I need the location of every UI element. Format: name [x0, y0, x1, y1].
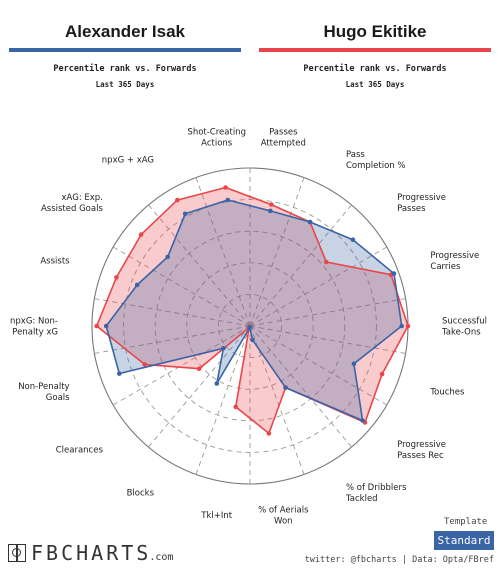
player1-subtitle: Percentile rank vs. Forwards — [53, 64, 197, 74]
axis-label: Touches — [429, 388, 465, 398]
series-point-1 — [307, 219, 313, 225]
template-standard-button[interactable]: Standard — [434, 531, 494, 550]
player2-name: Hugo Ekitike — [323, 22, 427, 41]
axis-label: xAG: Exp. Assisted Goals — [41, 193, 103, 214]
logo-text: FBCHARTS — [31, 541, 152, 565]
series-point-1 — [214, 381, 220, 386]
series-point-2 — [405, 323, 411, 329]
axis-label: Progressive Carries — [430, 251, 479, 272]
series-point-1 — [247, 325, 252, 330]
axis-label: % of Aerials Won — [258, 506, 309, 527]
axis-label: npxG + xAG — [102, 156, 154, 166]
series-point-1 — [391, 271, 397, 276]
logo-suffix: .com — [149, 551, 174, 563]
player1-name: Alexander Isak — [64, 22, 185, 41]
series-point-2 — [175, 197, 180, 203]
axis-label: Shot-Creating Actions — [187, 127, 246, 148]
credits-text: twitter: @fbcharts | Data: Opta/FBref — [304, 555, 494, 565]
player2-color-bar — [259, 48, 491, 52]
series-point-2 — [142, 362, 147, 367]
fbcharts-logo: FBCHARTS .com — [8, 542, 173, 564]
series-point-2 — [266, 431, 272, 436]
series-area-2 — [96, 187, 408, 434]
series-point-1 — [283, 385, 288, 390]
series-point-1 — [268, 208, 273, 214]
series-point-1 — [134, 282, 140, 288]
axis-label: Pass Completion % — [346, 150, 405, 171]
axis-label: % of Dribblers Tackled — [345, 483, 407, 504]
series-area-1 — [106, 200, 402, 421]
axis-label: Progressive Passes — [397, 193, 446, 214]
series-point-1 — [221, 346, 226, 351]
series-point-2 — [138, 232, 144, 237]
player2-period: Last 365 Days — [345, 80, 405, 89]
series-point-1 — [360, 418, 365, 423]
radar-axis-labels: Passes Attempted Pass Completion % Progressi… — [10, 127, 487, 526]
axis-label: npxG: Non-Penalty xG — [10, 317, 58, 338]
series-point-1 — [350, 237, 356, 242]
series-point-2 — [324, 259, 329, 265]
axis-label: Non-Penalty Goals — [18, 382, 70, 403]
axis-label: Progressive Passes Rec — [397, 440, 446, 461]
pitch-icon — [8, 544, 26, 562]
series-point-2 — [94, 323, 99, 329]
template-label: Template — [444, 517, 488, 527]
series-point-1 — [250, 337, 255, 343]
series-point-1 — [103, 323, 109, 329]
series-point-1 — [225, 197, 231, 203]
series-point-2 — [196, 366, 202, 372]
player1-color-bar — [9, 48, 241, 52]
series-point-1 — [117, 371, 122, 376]
axis-label: Passes Attempted — [261, 127, 306, 148]
series-point-2 — [379, 371, 385, 377]
axis-label: Tkl+Int — [200, 511, 232, 521]
series-point-2 — [223, 185, 228, 190]
series-point-2 — [233, 404, 238, 410]
player2-subtitle: Percentile rank vs. Forwards — [303, 64, 447, 74]
axis-label: Assists — [40, 256, 70, 266]
series-point-1 — [182, 211, 188, 217]
axis-label: Blocks — [127, 488, 155, 498]
axis-label: Successful Take-Ons — [441, 317, 487, 338]
player1-period: Last 365 Days — [95, 80, 155, 89]
radar-series — [94, 185, 411, 436]
series-point-1 — [165, 254, 170, 260]
series-point-2 — [269, 202, 274, 207]
series-point-1 — [399, 323, 405, 329]
axis-label: Clearances — [56, 445, 104, 455]
series-point-2 — [114, 275, 119, 280]
series-point-1 — [351, 361, 357, 367]
